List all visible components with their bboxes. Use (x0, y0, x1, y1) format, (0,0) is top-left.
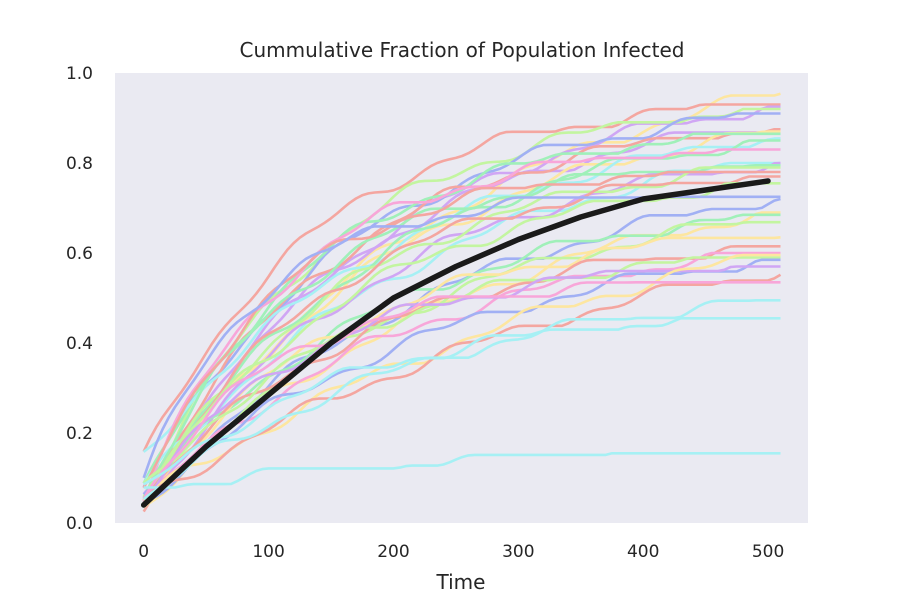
x-tick-label: 200 (377, 542, 409, 562)
x-tick-label: 0 (138, 542, 149, 562)
run-line (143, 316, 781, 486)
y-tick-label: 0.4 (66, 334, 93, 354)
run-line (143, 258, 781, 504)
x-tick-label: 500 (752, 542, 784, 562)
y-tick-labels: 0.0 0.2 0.4 0.6 0.8 1.0 (66, 64, 93, 534)
run-line (143, 451, 781, 489)
y-tick-label: 1.0 (66, 64, 93, 84)
y-tick-label: 0.2 (66, 424, 93, 444)
run-line (142, 175, 781, 513)
run-line (142, 298, 781, 501)
run-line (142, 148, 781, 501)
x-tick-label: 400 (627, 542, 659, 562)
run-line (142, 103, 781, 453)
x-tick-label: 300 (502, 542, 534, 562)
run-line (142, 170, 781, 489)
mean-line (140, 178, 771, 508)
chart-title: Cummulative Fraction of Population Infec… (239, 38, 684, 62)
x-tick-label: 100 (252, 542, 284, 562)
y-tick-label: 0.8 (66, 154, 93, 174)
mean-line-group (140, 178, 771, 508)
run-line (142, 213, 781, 499)
run-line (142, 280, 781, 500)
x-axis-label: Time (436, 570, 486, 594)
run-line (142, 137, 781, 453)
y-tick-label: 0.6 (66, 244, 93, 264)
run-line (142, 220, 781, 500)
y-tick-label: 0.0 (66, 514, 93, 534)
run-line (142, 139, 781, 509)
run-line (142, 166, 781, 497)
x-tick-labels: 0 100 200 300 400 500 (138, 542, 784, 562)
